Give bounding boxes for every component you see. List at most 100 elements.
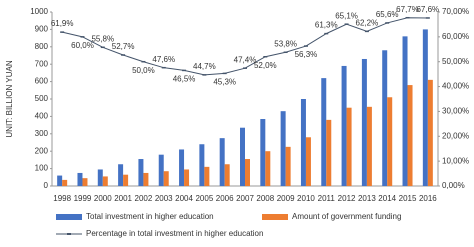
data-label: 60,0% <box>71 41 94 50</box>
data-label: 67,7% <box>396 5 419 14</box>
data-label: 61,3% <box>315 21 338 30</box>
x-tick-label: 2011 <box>318 194 336 203</box>
bar <box>260 119 266 186</box>
legend-swatch <box>56 214 82 220</box>
bar <box>224 164 230 186</box>
x-tick-label: 2015 <box>399 194 417 203</box>
data-label: 47,6% <box>152 55 175 64</box>
data-label: 56,3% <box>295 50 318 59</box>
bar <box>402 36 408 186</box>
data-label: 50,0% <box>132 66 155 75</box>
y2-tick-label: 30,00% <box>442 107 469 116</box>
y2-tick-label: 50,00% <box>442 57 469 66</box>
legend-label: Amount of government funding <box>292 212 401 221</box>
legend-label: Percentage in total investment in higher… <box>86 229 263 238</box>
bar <box>102 176 108 186</box>
bar <box>240 127 245 186</box>
bar <box>163 171 169 186</box>
y-tick-label: 200 <box>35 146 49 155</box>
bar <box>184 169 190 186</box>
y2-tick-label: 60,00% <box>442 32 469 41</box>
y-tick-label: 400 <box>35 112 49 121</box>
bar <box>143 172 149 186</box>
bar <box>219 138 225 186</box>
x-tick-label: 1999 <box>74 194 92 203</box>
y-tick-label: 300 <box>35 129 49 138</box>
y2-tick-label: 10,00% <box>442 156 469 165</box>
bar <box>245 159 250 186</box>
x-tick-label: 2002 <box>135 194 153 203</box>
legend-label: Total investment in higher education <box>86 212 214 221</box>
bar <box>341 65 347 186</box>
bar <box>265 151 271 186</box>
y-axis-title: UNIT: BILLION YUAN <box>5 60 14 137</box>
data-label: 45,3% <box>213 78 236 87</box>
data-label: 44,7% <box>193 62 216 71</box>
x-tick-label: 2000 <box>94 194 112 203</box>
bar <box>361 58 367 187</box>
y-tick-label: 800 <box>35 42 49 51</box>
data-label: 46,5% <box>173 75 196 84</box>
x-tick-label: 2001 <box>114 194 132 203</box>
x-tick-label: 1998 <box>53 194 71 203</box>
bar <box>62 179 68 186</box>
data-label: 65,6% <box>376 10 399 19</box>
bar <box>57 175 63 186</box>
bar <box>97 169 103 186</box>
bar <box>158 154 164 186</box>
bar <box>280 111 286 186</box>
bar <box>179 149 185 186</box>
x-tick-label: 2003 <box>155 194 173 203</box>
data-label: 61,9% <box>51 19 74 28</box>
bar <box>77 172 83 186</box>
y-tick-label: 500 <box>35 94 49 103</box>
bar <box>382 50 388 186</box>
y-tick-label: 700 <box>35 59 49 68</box>
bar <box>199 144 205 186</box>
x-tick-label: 2016 <box>419 194 437 203</box>
bar <box>422 29 428 187</box>
bar <box>82 178 88 186</box>
x-tick-label: 2010 <box>297 194 315 203</box>
x-tick-label: 2013 <box>358 194 376 203</box>
y-tick-label: 1000 <box>30 7 48 16</box>
y-tick-label: 100 <box>35 164 49 173</box>
x-tick-label: 2008 <box>256 194 274 203</box>
data-label: 62,2% <box>356 18 379 27</box>
bar <box>204 166 210 186</box>
bar <box>138 159 144 186</box>
bar <box>427 79 433 186</box>
bar <box>407 85 413 186</box>
bar <box>118 164 124 186</box>
x-tick-label: 2006 <box>216 194 234 203</box>
legend-swatch <box>262 214 288 220</box>
data-label: 47,4% <box>234 55 257 64</box>
bar <box>300 99 306 186</box>
data-label: 53,8% <box>274 39 297 48</box>
y-tick-label: 900 <box>35 25 49 34</box>
data-label: 55,8% <box>91 34 114 43</box>
bar <box>285 146 291 186</box>
y-tick-label: 600 <box>35 77 49 86</box>
bar <box>346 107 352 186</box>
x-tick-label: 2012 <box>338 194 356 203</box>
x-tick-label: 2007 <box>236 194 254 203</box>
data-label: 65,1% <box>335 11 358 20</box>
data-label: 52,7% <box>112 42 135 51</box>
bar <box>366 106 372 186</box>
bar <box>326 119 332 186</box>
y2-tick-label: 70,00% <box>442 7 469 16</box>
data-label: 52,0% <box>254 61 277 70</box>
y2-tick-label: 40,00% <box>442 82 469 91</box>
x-tick-label: 2005 <box>195 194 213 203</box>
data-label: 67,6% <box>416 5 439 14</box>
bar <box>123 174 129 186</box>
y-tick-label: 0 <box>44 181 49 190</box>
x-tick-label: 2009 <box>277 194 295 203</box>
y2-tick-label: 0,00% <box>442 181 465 190</box>
bar <box>321 78 327 186</box>
y2-tick-label: 20,00% <box>442 131 469 140</box>
x-tick-label: 2014 <box>378 194 396 203</box>
bar <box>387 97 393 186</box>
